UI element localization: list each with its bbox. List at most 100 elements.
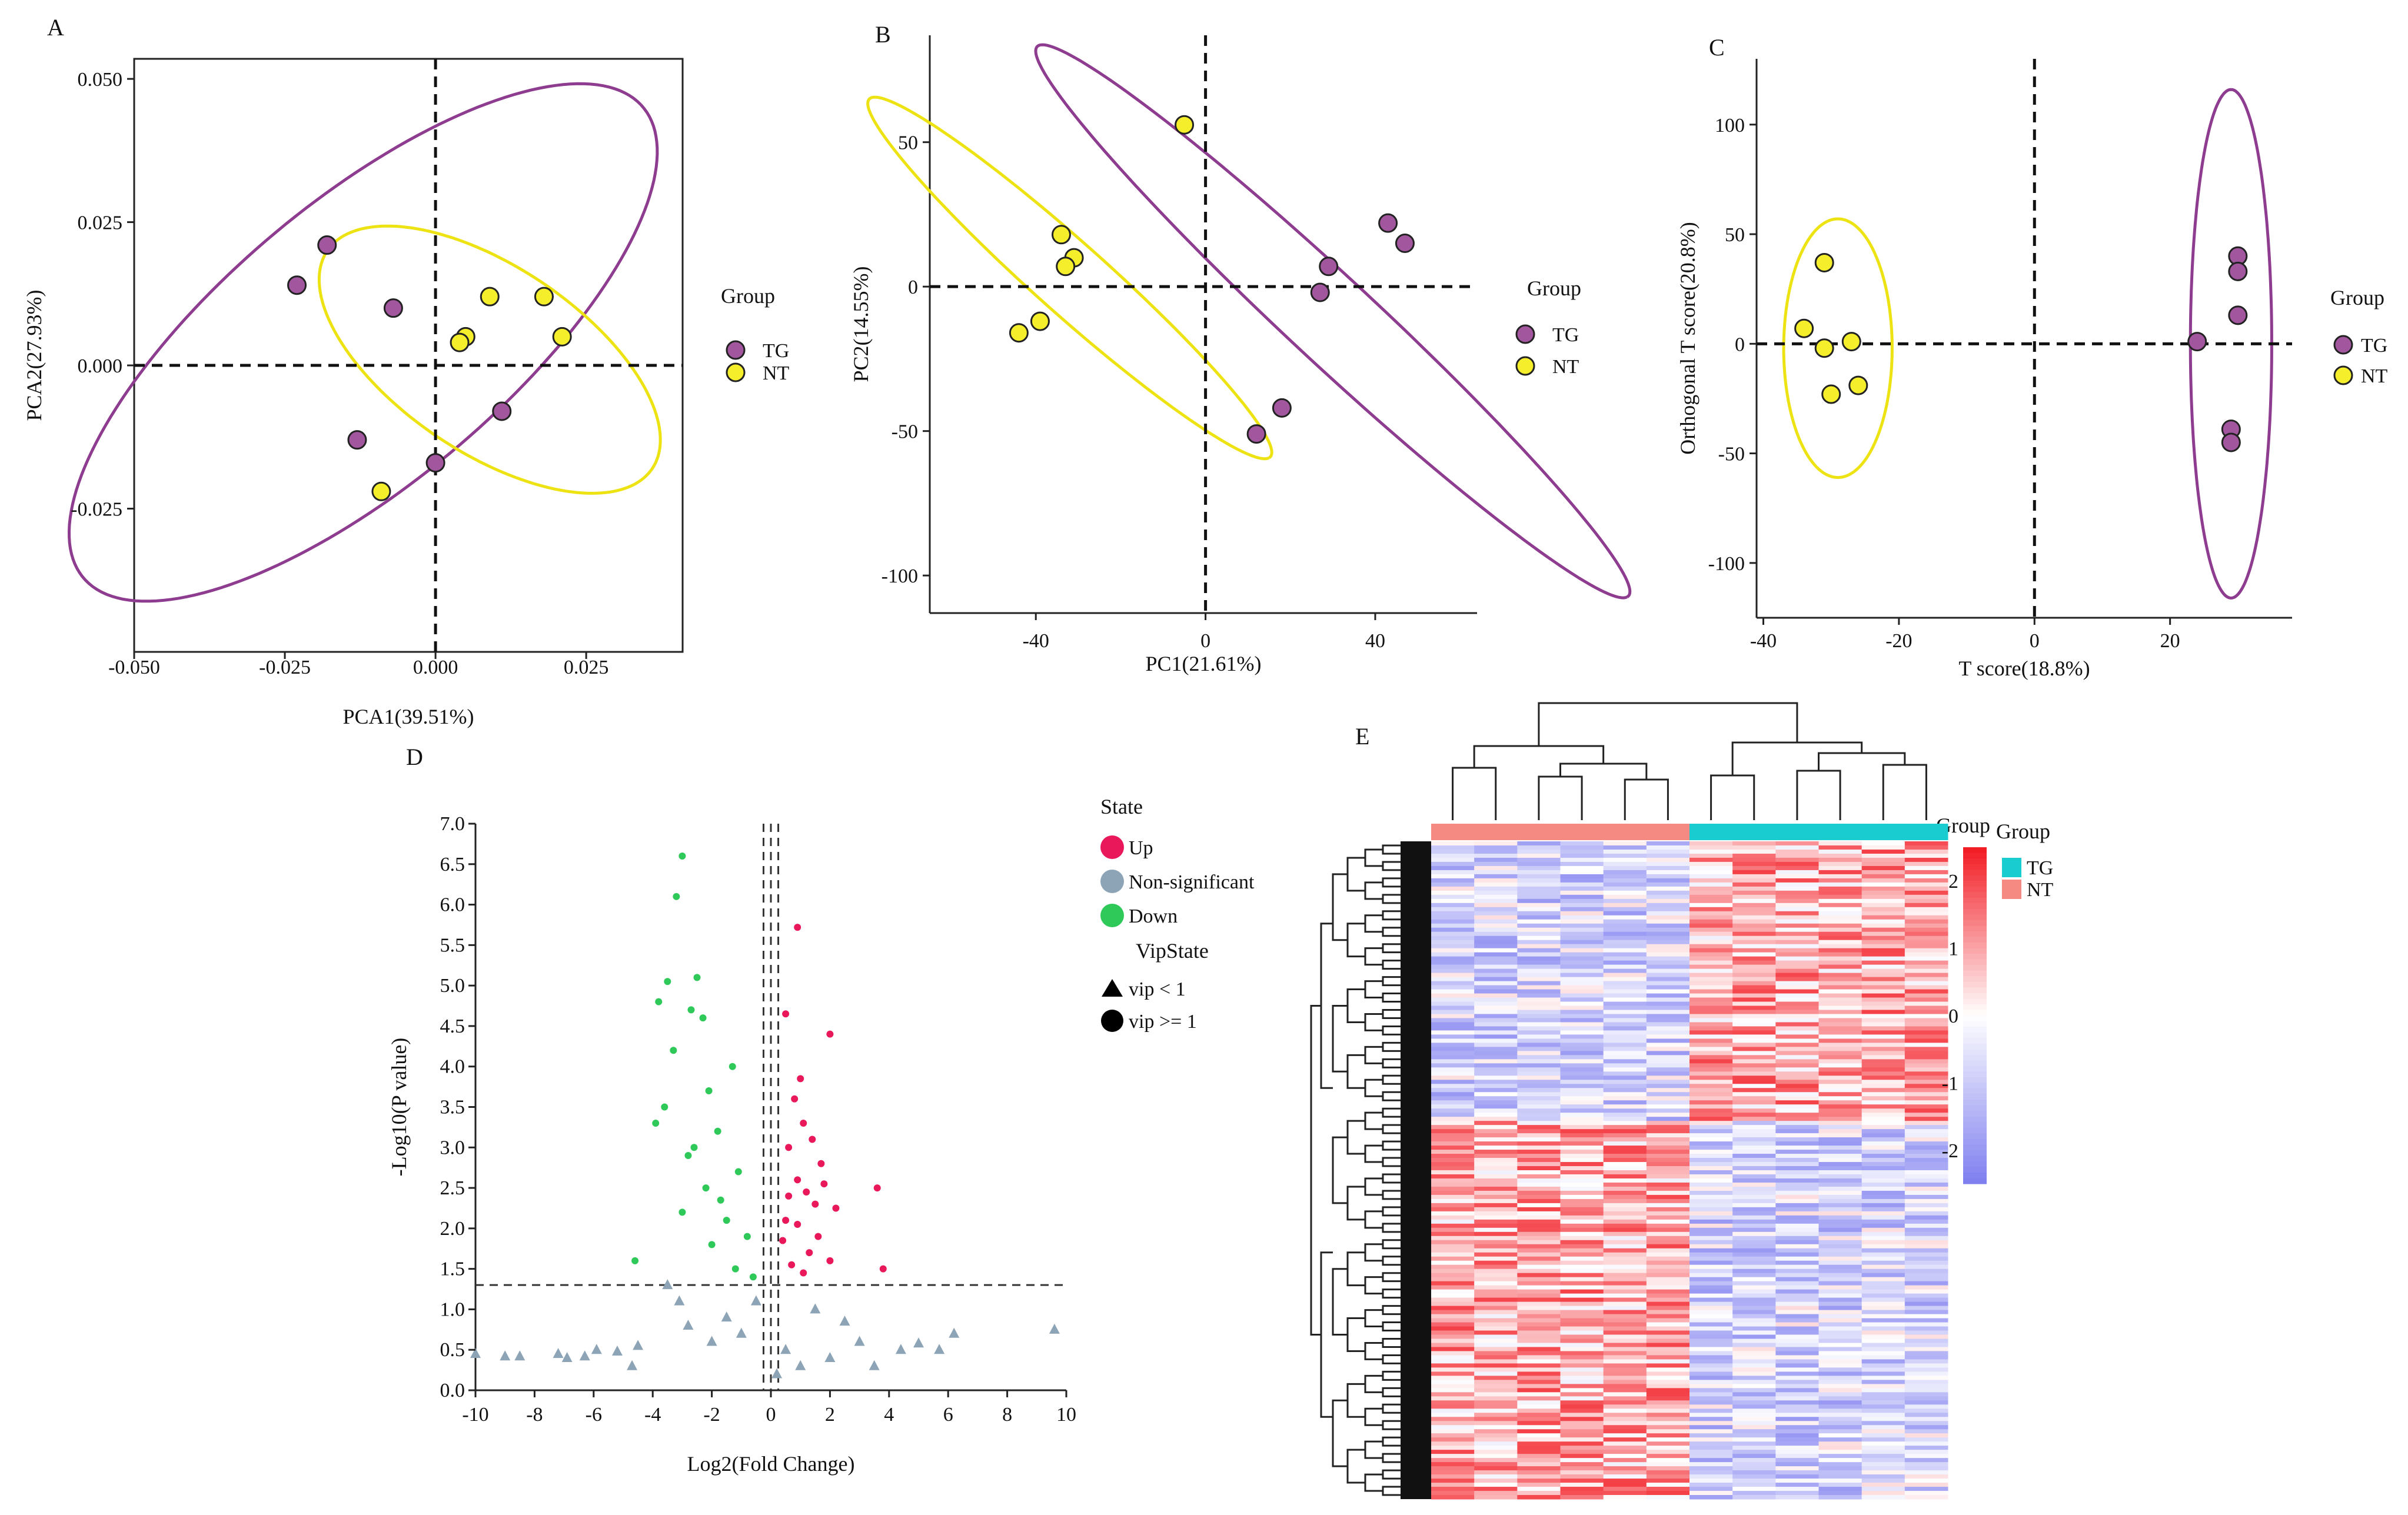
panel-e-cell	[1603, 841, 1647, 846]
panel-e-cell	[1517, 968, 1561, 974]
panel-e-cell	[1646, 1117, 1690, 1121]
panel-e-colorbar-segment	[1963, 886, 1987, 893]
panel-e-cell	[1775, 1355, 1819, 1360]
panel-e-cell	[1732, 940, 1776, 945]
panel-e-cell	[1861, 1198, 1905, 1204]
panel-e-row-dendro-branch	[1382, 1256, 1401, 1266]
panel-e-cell	[1474, 1080, 1518, 1084]
panel-e-cell	[1904, 1289, 1948, 1294]
panel-e-row-dendro-branch	[1346, 988, 1365, 1023]
panel-e-cell	[1517, 1182, 1561, 1187]
panel-e-cell	[1732, 1376, 1776, 1380]
panel-e-cell	[1689, 1326, 1733, 1331]
panel-e-cell	[1560, 1005, 1604, 1010]
panel-e-cell	[1431, 1096, 1475, 1101]
panel-e-colorbar-segment	[1963, 937, 1987, 943]
panel-e-cell	[1603, 1236, 1647, 1241]
panel-e-cell	[1431, 1413, 1475, 1417]
panel-e-cell	[1603, 903, 1647, 908]
panel-e-cell	[1775, 903, 1819, 908]
panel-e-cell	[1732, 1084, 1776, 1088]
panel-e-colorbar-segment	[1963, 970, 1987, 977]
panel-e-cell	[1775, 898, 1819, 904]
panel-e-cell	[1818, 1043, 1862, 1047]
panel-e-cell	[1603, 894, 1647, 900]
panel-e-cell	[1689, 927, 1733, 933]
panel-e-cell	[1603, 1117, 1647, 1121]
panel-e-cell	[1775, 940, 1819, 945]
panel-e-cell	[1904, 841, 1948, 846]
panel-e-cell	[1689, 1351, 1733, 1356]
panel-e-cell	[1818, 1166, 1862, 1171]
panel-e-cell	[1818, 968, 1862, 974]
panel-e-cell	[1732, 993, 1776, 998]
panel-e-row-dendro-branch	[1346, 857, 1365, 892]
panel-e-cell	[1474, 857, 1518, 863]
panel-e-cell	[1517, 985, 1561, 990]
panel-e-row-dendro-branch	[1382, 960, 1401, 970]
panel-e-cell	[1646, 1100, 1690, 1105]
panel-e-cell	[1818, 1182, 1862, 1187]
panel-e-cell	[1560, 1495, 1604, 1500]
panel-e-cell	[1689, 1133, 1733, 1138]
panel-e-cell	[1775, 1285, 1819, 1290]
panel-e-cell	[1732, 1207, 1776, 1212]
panel-e-cell	[1818, 1462, 1862, 1467]
panel-e-cell	[1646, 1289, 1690, 1294]
panel-d-point-nonsig	[750, 1295, 761, 1306]
panel-e-cell	[1818, 1018, 1862, 1023]
panel-e-cell	[1904, 1330, 1948, 1335]
panel-e-cell	[1517, 1030, 1561, 1035]
panel-e-cell	[1775, 1248, 1819, 1253]
panel-e-cell	[1689, 1495, 1733, 1500]
panel-e-cell	[1818, 1376, 1862, 1380]
panel-e-cell	[1861, 1219, 1905, 1224]
panel-e-cell	[1732, 861, 1776, 867]
panel-e-cell	[1603, 1454, 1647, 1459]
panel-e-cell	[1861, 948, 1905, 953]
panel-e-cell	[1732, 981, 1776, 986]
panel-d-point-up	[826, 1030, 834, 1038]
panel-e-cell	[1775, 1268, 1819, 1274]
panel-e-cell	[1474, 1047, 1518, 1051]
panel-e-cell	[1689, 1236, 1733, 1241]
panel-e-cell	[1603, 1417, 1647, 1421]
panel-e-cell	[1861, 1400, 1905, 1405]
panel-d-point-up	[779, 1237, 787, 1244]
panel-e-cell	[1689, 1343, 1733, 1347]
panel-e-dendro-root	[1538, 702, 1798, 746]
panel-e-cell	[1904, 1347, 1948, 1351]
panel-e-cell	[1431, 940, 1475, 945]
panel-d-point-down	[670, 1047, 677, 1054]
panel-e-cell	[1732, 1392, 1776, 1397]
panel-e-colorbar-segment	[1963, 987, 1987, 994]
panel-e-cell	[1474, 878, 1518, 883]
panel-e-cell	[1732, 1194, 1776, 1200]
panel-d-y-tick-label: 4.0	[440, 1056, 465, 1078]
panel-e-cell	[1646, 1334, 1690, 1339]
panel-e-cell	[1732, 1182, 1776, 1187]
panel-e-cell	[1689, 1437, 1733, 1442]
panel-e-cell	[1431, 1182, 1475, 1187]
panel-e-cell	[1904, 1384, 1948, 1389]
panel-e-cell	[1517, 1150, 1561, 1154]
panel-e-colorbar-segment	[1963, 881, 1987, 887]
panel-d-point-nonsig	[721, 1311, 732, 1322]
panel-e-cell	[1603, 1141, 1647, 1146]
panel-e-cell	[1689, 1071, 1733, 1076]
panel-b-point-nt	[1009, 323, 1029, 343]
panel-e-cell	[1560, 1150, 1604, 1154]
panel-e-cell	[1603, 1388, 1647, 1393]
panel-e-cell	[1818, 841, 1862, 846]
panel-e-cell	[1818, 1219, 1862, 1224]
panel-b-point-tg	[1272, 398, 1292, 418]
panel-e-cell	[1517, 903, 1561, 908]
panel-e-cell	[1646, 1080, 1690, 1084]
panel-e-cell	[1560, 1334, 1604, 1339]
panel-a-legend-title: Group	[721, 284, 775, 308]
panel-d-point-nonsig	[561, 1351, 573, 1362]
panel-e-cell	[1904, 1306, 1948, 1311]
panel-e-cell	[1904, 1203, 1948, 1208]
panel-e-cell	[1474, 1371, 1518, 1376]
